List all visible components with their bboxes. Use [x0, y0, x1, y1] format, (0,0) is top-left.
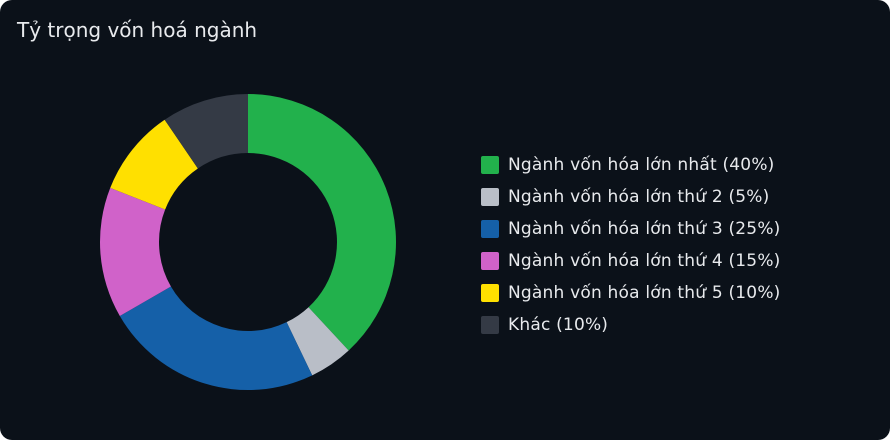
- legend-swatch-1: [481, 156, 499, 174]
- chart-legend: Ngành vốn hóa lớn nhất (40%) Ngành vốn hó…: [481, 149, 781, 341]
- donut-slice-1: [248, 94, 396, 351]
- legend-item-6: Khác (10%): [481, 309, 781, 341]
- legend-item-5: Ngành vốn hóa lớn thứ 5 (10%): [481, 277, 781, 309]
- donut-slice-2: [286, 307, 349, 376]
- legend-swatch-5: [481, 284, 499, 302]
- chart-title: Tỷ trọng vốn hoá ngành: [17, 18, 258, 42]
- legend-swatch-6: [481, 316, 499, 334]
- legend-item-4: Ngành vốn hóa lớn thứ 4 (15%): [481, 245, 781, 277]
- donut-slice-4: [99, 187, 171, 316]
- legend-label-3: Ngành vốn hóa lớn thứ 3 (25%): [508, 219, 781, 239]
- donut-slice-3: [119, 286, 313, 390]
- legend-label-2: Ngành vốn hóa lớn thứ 2 (5%): [508, 187, 770, 207]
- legend-label-4: Ngành vốn hóa lớn thứ 4 (15%): [508, 251, 781, 271]
- legend-item-3: Ngành vốn hóa lớn thứ 3 (25%): [481, 213, 781, 245]
- donut-slice-5: [110, 119, 198, 210]
- legend-swatch-2: [481, 188, 499, 206]
- legend-label-5: Ngành vốn hóa lớn thứ 5 (10%): [508, 283, 781, 303]
- legend-swatch-4: [481, 252, 499, 270]
- legend-item-1: Ngành vốn hóa lớn nhất (40%): [481, 149, 781, 181]
- legend-swatch-3: [481, 220, 499, 238]
- legend-item-2: Ngành vốn hóa lớn thứ 2 (5%): [481, 181, 781, 213]
- legend-label-1: Ngành vốn hóa lớn nhất (40%): [508, 155, 775, 175]
- donut-slice-6: [164, 94, 248, 169]
- legend-label-6: Khác (10%): [508, 315, 609, 335]
